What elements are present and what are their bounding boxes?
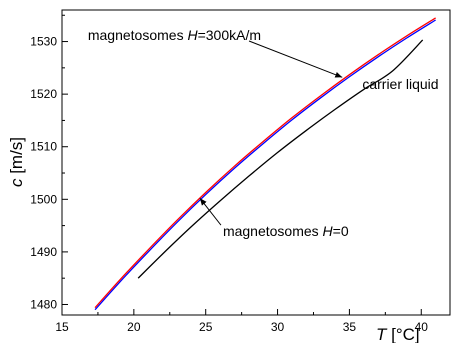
x-tick-label: 20 [127,320,141,334]
annotation-text: magnetosomes [88,27,188,43]
annotation-arrow-0 [248,40,343,78]
annotation-italic: H [323,223,334,239]
y-tick-label: 1480 [30,297,57,311]
annotation-text: magnetosomes [223,223,323,239]
x-tick-label: 40 [415,320,429,334]
y-axis-variable: c [7,178,26,187]
plot-frame [61,9,451,316]
y-tick-label: 1490 [30,245,57,259]
y-axis-unit: [m/s] [7,137,26,179]
x-tick-label: 35 [343,320,357,334]
annotation-text-suffix: =300kA/m [198,27,261,43]
series-line-2 [94,17,436,309]
x-tick-label: 25 [199,320,213,334]
x-tick-label: 15 [55,320,69,334]
annotation-2: magnetosomes H=0 [223,223,349,239]
x-axis-unit: [°C] [386,325,419,343]
series-line-1 [94,19,436,311]
x-tick-label: 30 [271,320,285,334]
annotation-1: carrier liquid [362,76,438,92]
annotation-0: magnetosomes H=300kA/m [88,27,261,43]
y-tick-label: 1500 [30,192,57,206]
x-axis-variable: T [376,325,388,343]
y-tick-label: 1510 [30,140,57,154]
annotation-italic: H [187,27,198,43]
series-line-0 [137,39,424,279]
annotation-arrow-2 [199,197,222,226]
y-tick-label: 1520 [30,87,57,101]
x-axis-title: T [°C] [376,325,420,343]
y-axis-title: c [m/s] [7,137,26,187]
annotation-text-suffix: =0 [333,223,349,239]
annotation-text: carrier liquid [362,76,438,92]
y-tick-label: 1530 [30,35,57,49]
